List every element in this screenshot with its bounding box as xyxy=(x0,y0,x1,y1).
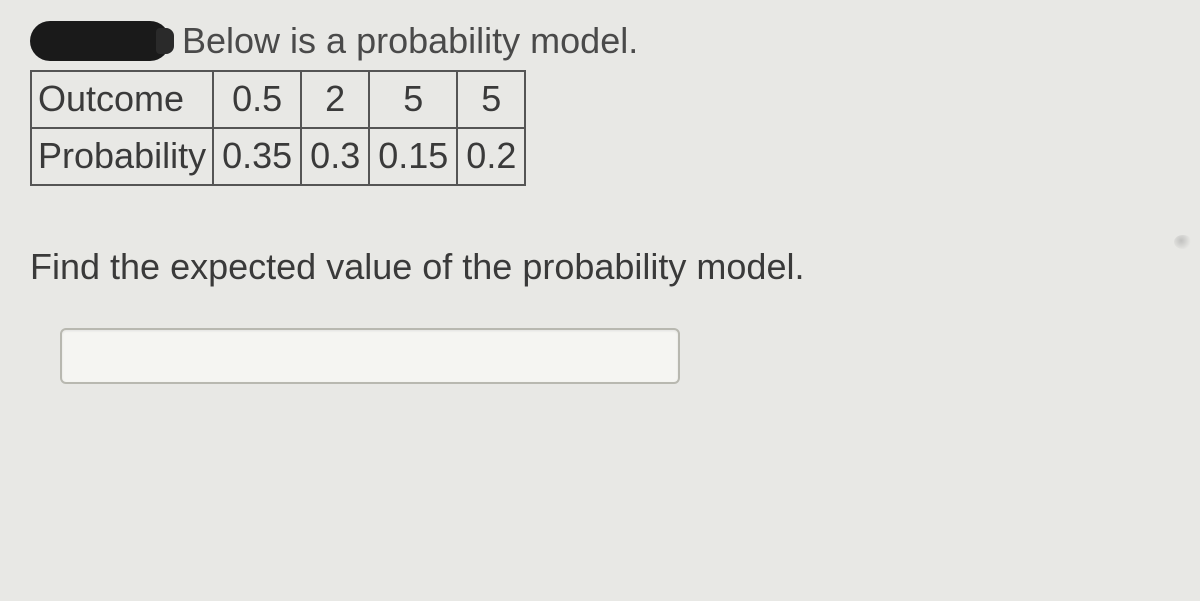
answer-input[interactable] xyxy=(60,328,680,384)
probability-cell: 0.2 xyxy=(457,128,525,185)
table-row: Outcome 0.5 2 5 5 xyxy=(31,71,525,128)
probability-cell: 0.15 xyxy=(369,128,457,185)
question-text: Find the expected value of the probabili… xyxy=(30,246,1170,288)
probability-table: Outcome 0.5 2 5 5 Probability 0.35 0.3 0… xyxy=(30,70,526,186)
outcome-cell: 5 xyxy=(369,71,457,128)
probability-cell: 0.35 xyxy=(213,128,301,185)
outcome-cell: 2 xyxy=(301,71,369,128)
outcome-row-label: Outcome xyxy=(31,71,213,128)
probability-row-label: Probability xyxy=(31,128,213,185)
outcome-cell: 5 xyxy=(457,71,525,128)
intro-text: Below is a probability model. xyxy=(182,20,638,62)
outcome-cell: 0.5 xyxy=(213,71,301,128)
redacted-badge-icon xyxy=(30,21,170,61)
dust-speck-icon xyxy=(1174,235,1192,249)
table-row: Probability 0.35 0.3 0.15 0.2 xyxy=(31,128,525,185)
header-row: Below is a probability model. xyxy=(30,20,1170,62)
probability-cell: 0.3 xyxy=(301,128,369,185)
